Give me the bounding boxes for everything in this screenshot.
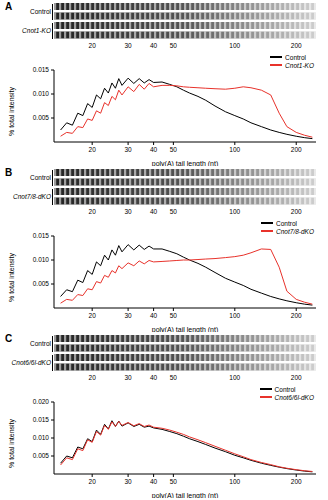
- html-text:200: 200: [290, 42, 302, 49]
- svg-text:poly(A) tail length (nt): poly(A) tail length (nt): [152, 326, 219, 332]
- svg-text:20: 20: [89, 478, 97, 485]
- svg-text:0.010: 0.010: [33, 256, 50, 263]
- svg-text:40: 40: [150, 478, 158, 485]
- svg-text:50: 50: [170, 312, 178, 319]
- svg-text:30: 30: [124, 478, 132, 485]
- svg-text:0.020: 0.020: [33, 398, 50, 405]
- html-text:Control: Control: [30, 8, 51, 15]
- svg-text:0.015: 0.015: [33, 66, 50, 73]
- html-text:40: 40: [150, 42, 158, 49]
- html-text:30: 30: [124, 208, 132, 215]
- html-text:Cnot7/8-dKO: Cnot7/8-dKO: [276, 227, 314, 235]
- svg-text:0.015: 0.015: [33, 416, 50, 423]
- svg-text:% total intensity: % total intensity: [8, 418, 16, 468]
- html-text:Control: Control: [285, 53, 307, 61]
- html-text:20: 20: [88, 42, 96, 49]
- svg-text:0.015: 0.015: [33, 232, 50, 239]
- html-text:50: 50: [169, 208, 177, 215]
- svg-text:0.005: 0.005: [33, 114, 50, 121]
- svg-text:100: 100: [229, 146, 240, 153]
- svg-text:30: 30: [124, 312, 132, 319]
- html-text:B: B: [5, 167, 13, 178]
- svg-text:poly(A) tail length (nt): poly(A) tail length (nt): [152, 492, 219, 498]
- html-text:Control: Control: [274, 385, 296, 393]
- html-text:Cnot1-KO: Cnot1-KO: [22, 27, 51, 34]
- html-text:200: 200: [290, 208, 302, 215]
- svg-text:100: 100: [229, 312, 240, 319]
- html-text:30: 30: [124, 374, 132, 381]
- svg-text:200: 200: [291, 478, 302, 485]
- html-text:Cnot6/6l-dKO: Cnot6/6l-dKO: [274, 393, 314, 401]
- svg-text:40: 40: [150, 312, 158, 319]
- html-text:C: C: [5, 333, 13, 344]
- html-text:Cnot6/6l-dKO: Cnot6/6l-dKO: [11, 359, 51, 366]
- html-text:100: 100: [229, 42, 241, 49]
- html-text:100: 100: [229, 208, 241, 215]
- html-text:20: 20: [88, 374, 96, 381]
- svg-text:0.010: 0.010: [33, 434, 50, 441]
- svg-text:0.010: 0.010: [33, 90, 50, 97]
- html-text:40: 40: [150, 374, 158, 381]
- svg-text:30: 30: [124, 146, 132, 153]
- svg-text:200: 200: [291, 146, 302, 153]
- svg-text:0.005: 0.005: [33, 280, 50, 287]
- svg-text:% total intensity: % total intensity: [8, 252, 16, 302]
- html-text:20: 20: [88, 208, 96, 215]
- html-text:Control: Control: [30, 174, 51, 181]
- svg-text:200: 200: [291, 312, 302, 319]
- svg-text:50: 50: [170, 146, 178, 153]
- html-text:50: 50: [169, 374, 177, 381]
- svg-text:20: 20: [89, 146, 97, 153]
- html-text:Control: Control: [276, 219, 297, 227]
- svg-text:% total intensity: % total intensity: [8, 86, 16, 136]
- html-text:A: A: [5, 1, 13, 12]
- svg-text:0.005: 0.005: [33, 452, 50, 459]
- svg-text:50: 50: [170, 478, 178, 485]
- html-text:100: 100: [229, 374, 241, 381]
- html-text:Control: Control: [30, 340, 51, 347]
- html-text:200: 200: [290, 374, 302, 381]
- html-text:Cnot7/8-dKO: Cnot7/8-dKO: [13, 193, 51, 200]
- svg-text:100: 100: [229, 478, 240, 485]
- html-text:30: 30: [124, 42, 132, 49]
- svg-text:20: 20: [89, 312, 97, 319]
- html-text:Cnot1-KO: Cnot1-KO: [285, 61, 314, 69]
- svg-text:poly(A) tail length (nt): poly(A) tail length (nt): [152, 160, 219, 166]
- html-text:50: 50: [169, 42, 177, 49]
- html-text:40: 40: [150, 208, 158, 215]
- svg-text:40: 40: [150, 146, 158, 153]
